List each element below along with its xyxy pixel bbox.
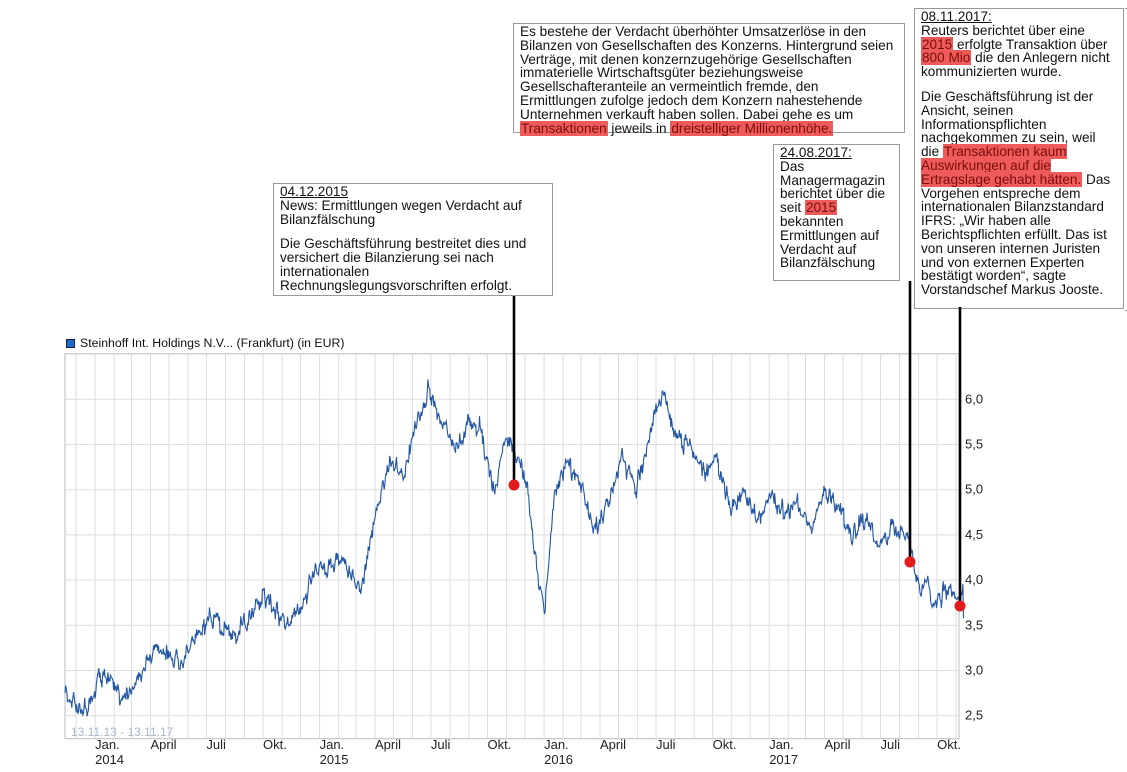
svg-text:Juli: Juli [656,737,676,752]
svg-text:2015: 2015 [320,752,349,767]
svg-text:2017: 2017 [769,752,798,767]
svg-text:4,5: 4,5 [965,527,983,542]
svg-text:Jan.: Jan. [769,737,794,752]
svg-text:3,0: 3,0 [965,663,983,678]
svg-text:April: April [375,737,401,752]
svg-text:5,0: 5,0 [965,482,983,497]
svg-text:Jan.: Jan. [320,737,345,752]
svg-text:Juli: Juli [431,737,451,752]
svg-text:Okt.: Okt. [937,737,961,752]
svg-text:Jan.: Jan. [95,737,120,752]
svg-text:5,5: 5,5 [965,437,983,452]
svg-text:2016: 2016 [544,752,573,767]
svg-text:2,5: 2,5 [965,708,983,723]
svg-text:Jan.: Jan. [544,737,569,752]
svg-text:3,5: 3,5 [965,617,983,632]
svg-text:April: April [825,737,851,752]
svg-text:Juli: Juli [881,737,901,752]
svg-text:4,0: 4,0 [965,572,983,587]
svg-text:Juli: Juli [206,737,226,752]
svg-text:Okt.: Okt. [263,737,287,752]
svg-text:Okt.: Okt. [713,737,737,752]
svg-text:April: April [151,737,177,752]
svg-text:April: April [600,737,626,752]
svg-text:2014: 2014 [95,752,124,767]
svg-text:13.11.13 - 13.11.17: 13.11.13 - 13.11.17 [71,725,174,739]
svg-text:6,0: 6,0 [965,391,983,406]
svg-text:Okt.: Okt. [488,737,512,752]
